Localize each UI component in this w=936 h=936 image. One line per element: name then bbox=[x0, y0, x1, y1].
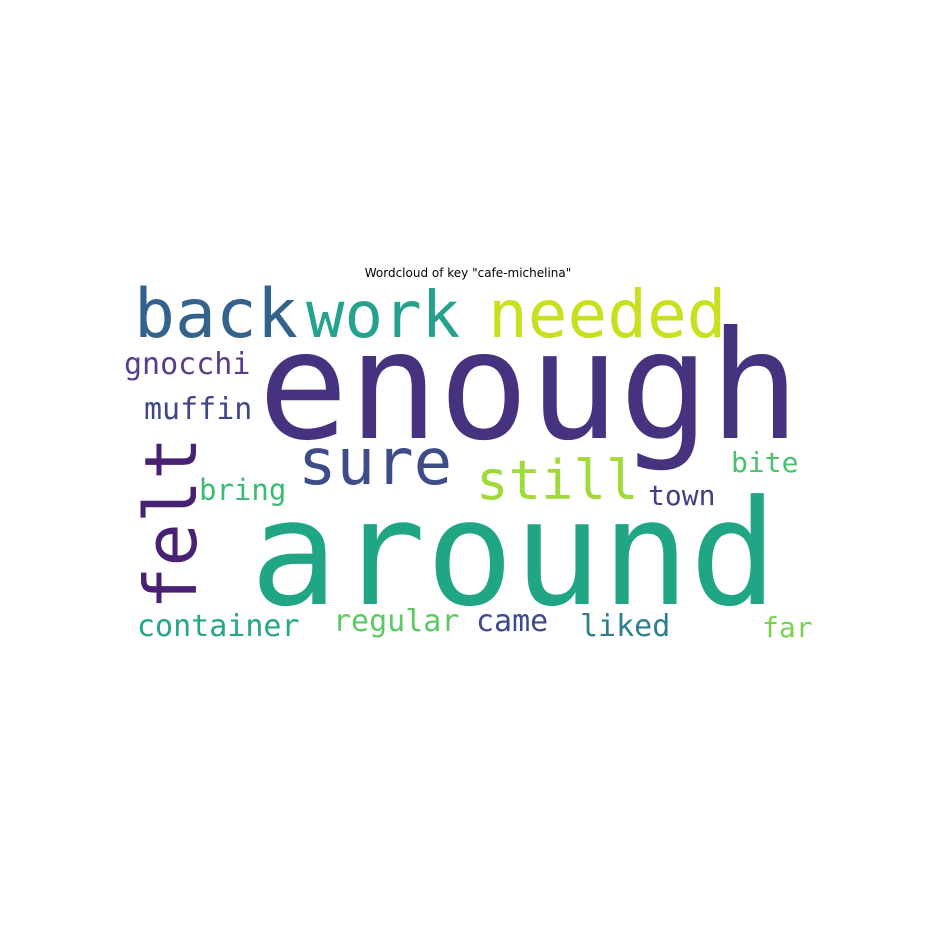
word-felt: felt bbox=[129, 437, 213, 610]
word-bite: bite bbox=[731, 446, 798, 479]
word-town: town bbox=[648, 479, 715, 512]
word-sure: sure bbox=[298, 426, 452, 500]
word-back: back bbox=[134, 275, 298, 354]
word-around: around bbox=[250, 469, 777, 639]
word-container: container bbox=[137, 609, 300, 644]
word-far: far bbox=[762, 611, 813, 644]
word-came: came bbox=[476, 604, 548, 639]
word-needed: needed bbox=[488, 276, 726, 353]
word-regular: regular bbox=[333, 604, 459, 639]
word-enough: enough bbox=[258, 300, 800, 474]
word-gnocchi: gnocchi bbox=[124, 347, 250, 382]
word-liked: liked bbox=[580, 609, 670, 644]
page-title: Wordcloud of key "cafe-michelina" bbox=[364, 266, 572, 280]
word-bring: bring bbox=[199, 473, 286, 507]
word-work: work bbox=[306, 279, 460, 353]
word-muffin: muffin bbox=[144, 392, 252, 427]
word-still: still bbox=[476, 449, 639, 512]
